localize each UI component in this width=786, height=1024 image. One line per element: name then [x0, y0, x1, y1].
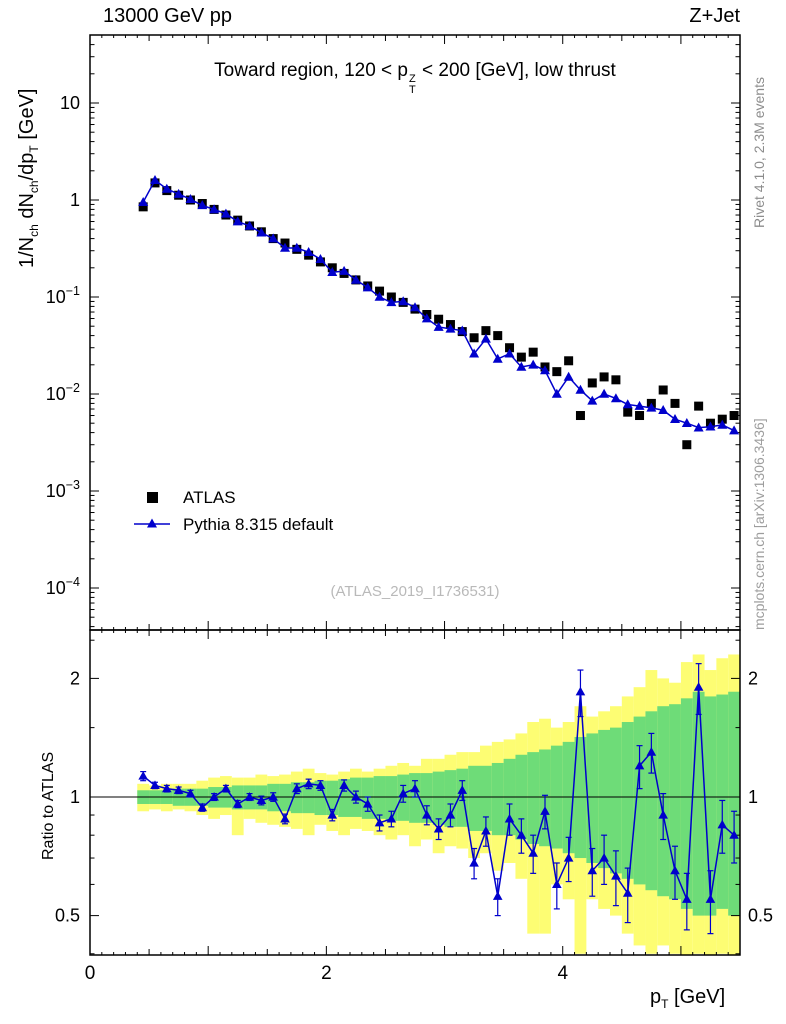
svg-text:0.5: 0.5 [55, 906, 80, 926]
watermark: (ATLAS_2019_I1736531) [330, 583, 499, 600]
legend-marker-atlas [147, 492, 158, 503]
pythia-series [138, 175, 740, 435]
svg-text:10−2: 10−2 [46, 381, 80, 404]
x-axis-label: pT [GeV] [650, 986, 726, 1011]
svg-text:10−4: 10−4 [46, 575, 80, 598]
axis-ticks [89, 35, 741, 955]
svg-text:10−1: 10−1 [46, 284, 80, 307]
legend-label-pythia: Pythia 8.315 default [183, 515, 334, 534]
y-axis-label-ratio: Ratio to ATLAS [40, 751, 57, 860]
mcplots-reference-label: mcplots.cern.ch [arXiv:1306.3436] [751, 418, 767, 630]
svg-text:4: 4 [557, 963, 568, 984]
plot-title-text: Toward region, 120 < p [214, 60, 408, 81]
pt-z-superscript: Z [409, 72, 416, 85]
svg-text:1: 1 [70, 190, 80, 210]
svg-text:2: 2 [748, 668, 758, 688]
svg-text:10: 10 [60, 93, 80, 113]
legend: ATLAS Pythia 8.315 default [134, 488, 334, 534]
rivet-version-label: Rivet 4.1.0, 2.3M events [751, 77, 767, 228]
ratio-series [138, 663, 739, 935]
panel-frames [89, 34, 741, 956]
svg-text:10−3: 10−3 [46, 478, 80, 501]
svg-text:0: 0 [85, 963, 96, 984]
legend-marker-pythia [147, 518, 157, 528]
legend-label-atlas: ATLAS [183, 488, 236, 507]
ratio-bands [137, 654, 740, 955]
svg-text:2: 2 [321, 963, 332, 984]
pt-z-subscript: T [409, 84, 416, 97]
svg-text:1: 1 [748, 787, 758, 807]
main-series [138, 175, 740, 450]
green-band [137, 691, 740, 916]
y-axis-label-main: 1/Nch dNch/dpT [GeV] [16, 88, 41, 268]
plot-title-text-suffix: < 200 [GeV], low thrust [416, 60, 616, 81]
svg-text:2: 2 [70, 668, 80, 688]
svg-text:1: 1 [70, 787, 80, 807]
svg-text:0.5: 0.5 [748, 906, 773, 926]
collision-energy-label: 13000 GeV pp [103, 5, 232, 27]
process-label: Z+Jet [689, 5, 740, 27]
ratio-markers [138, 682, 739, 903]
